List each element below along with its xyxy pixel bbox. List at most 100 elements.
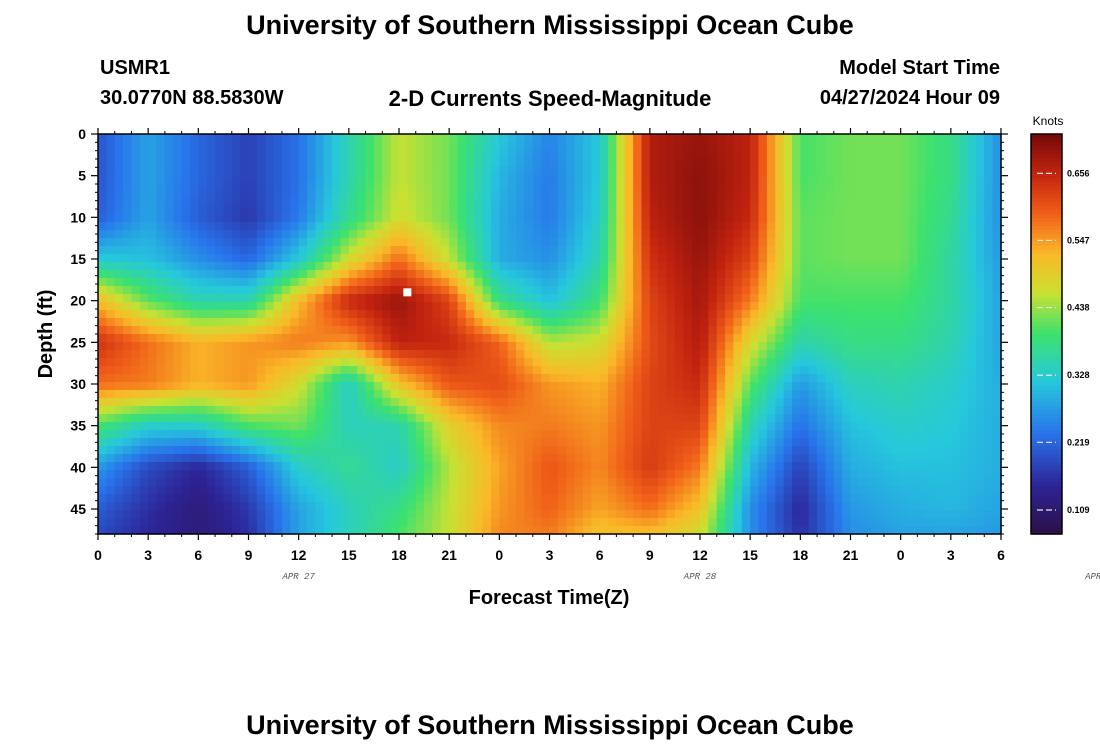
heatmap-cell: [440, 190, 450, 199]
heatmap-cell: [741, 166, 751, 175]
heatmap-cell: [817, 446, 827, 455]
heatmap-cell: [858, 190, 868, 199]
heatmap-cell: [290, 294, 300, 303]
heatmap-cell: [231, 278, 241, 287]
heatmap-cell: [357, 446, 367, 455]
heatmap-cell: [825, 342, 835, 351]
heatmap-cell: [382, 310, 392, 319]
heatmap-cell: [733, 230, 743, 239]
heatmap-cell: [909, 278, 918, 287]
heatmap-cell: [566, 422, 576, 431]
heatmap-cell: [674, 174, 684, 183]
heatmap-cell: [348, 190, 358, 199]
heatmap-cell: [624, 470, 634, 479]
heatmap-cell: [164, 366, 174, 375]
heatmap-cell: [591, 150, 601, 159]
heatmap-cell: [248, 182, 258, 191]
heatmap-cell: [616, 174, 626, 183]
heatmap-cell: [992, 190, 1002, 199]
heatmap-cell: [850, 190, 860, 199]
heatmap-cell: [215, 494, 225, 503]
heatmap-cell: [273, 470, 283, 479]
heatmap-cell: [557, 446, 567, 455]
heatmap-cell: [599, 142, 609, 151]
heatmap-cell: [674, 342, 684, 351]
heatmap-cell: [482, 390, 492, 399]
heatmap-cell: [674, 486, 684, 495]
heatmap-cell: [883, 294, 893, 303]
heatmap-cell: [348, 430, 358, 439]
heatmap-cell: [181, 166, 191, 175]
heatmap-cell: [775, 238, 785, 247]
heatmap-cell: [315, 486, 325, 495]
heatmap-cell: [934, 398, 944, 407]
heatmap-cell: [507, 462, 517, 471]
heatmap-cell: [273, 150, 283, 159]
heatmap-cell: [206, 494, 216, 503]
heatmap-cell: [666, 414, 676, 423]
heatmap-cell: [666, 390, 676, 399]
heatmap-cell: [449, 430, 459, 439]
heatmap-cell: [407, 166, 417, 175]
heatmap-cell: [758, 430, 768, 439]
heatmap-cell: [490, 214, 500, 223]
heatmap-cell: [557, 190, 567, 199]
heatmap-cell: [783, 222, 793, 231]
heatmap-cell: [641, 230, 651, 239]
heatmap-cell: [858, 462, 868, 471]
heatmap-cell: [499, 446, 509, 455]
heatmap-cell: [608, 206, 617, 215]
heatmap-cell: [591, 446, 601, 455]
heatmap-cell: [616, 326, 626, 335]
heatmap-cell: [817, 350, 827, 359]
heatmap-cell: [189, 166, 199, 175]
heatmap-cell: [449, 382, 459, 391]
heatmap-cell: [741, 214, 751, 223]
heatmap-cell: [206, 190, 216, 199]
heatmap-cell: [181, 174, 191, 183]
heatmap-cell: [323, 390, 333, 399]
heatmap-cell: [189, 406, 199, 415]
heatmap-cell: [909, 286, 918, 295]
heatmap-cell: [189, 470, 199, 479]
heatmap-cell: [808, 470, 818, 479]
heatmap-cell: [666, 438, 676, 447]
heatmap-cell: [532, 398, 542, 407]
heatmap-cell: [106, 366, 116, 375]
heatmap-cell: [315, 174, 325, 183]
heatmap-cell: [474, 462, 484, 471]
heatmap-cell: [858, 246, 868, 255]
heatmap-cell: [783, 318, 793, 327]
heatmap-cell: [181, 398, 191, 407]
heatmap-cell: [766, 430, 776, 439]
heatmap-cell: [516, 158, 526, 167]
heatmap-cell: [315, 462, 325, 471]
heatmap-cell: [557, 326, 567, 335]
heatmap-cell: [674, 422, 684, 431]
heatmap-cell: [842, 406, 852, 415]
heatmap-cell: [967, 486, 977, 495]
heatmap-cell: [758, 286, 768, 295]
heatmap-cell: [850, 142, 860, 151]
heatmap-cell: [975, 438, 985, 447]
heatmap-cell: [800, 342, 810, 351]
heatmap-cell: [123, 214, 133, 223]
heatmap-cell: [240, 310, 250, 319]
heatmap-cell: [624, 398, 634, 407]
heatmap-cell: [867, 190, 877, 199]
heatmap-cell: [106, 142, 116, 151]
heatmap-cell: [900, 238, 910, 247]
heatmap-cell: [984, 190, 994, 199]
heatmap-cell: [499, 494, 509, 503]
heatmap-cell: [532, 286, 542, 295]
heatmap-cell: [206, 430, 216, 439]
heatmap-cell: [365, 470, 375, 479]
heatmap-cell: [399, 374, 408, 383]
heatmap-cell: [248, 382, 258, 391]
heatmap-cell: [490, 150, 500, 159]
heatmap-cell: [883, 382, 893, 391]
heatmap-cell: [641, 150, 651, 159]
heatmap-cell: [683, 182, 693, 191]
heatmap-cell: [766, 334, 776, 343]
heatmap-cell: [808, 430, 818, 439]
